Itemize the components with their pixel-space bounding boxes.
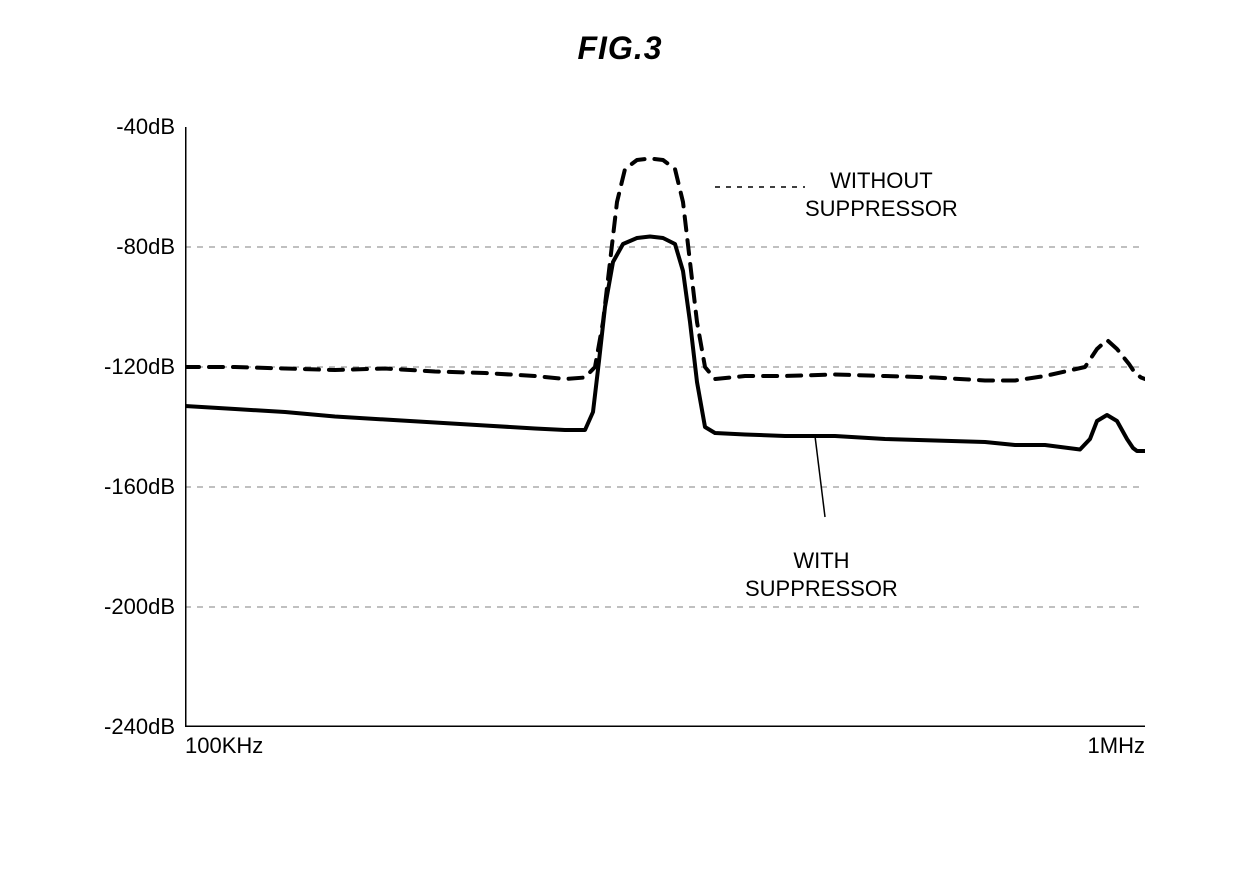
y-tick-label: -160dB xyxy=(95,474,175,500)
chart-svg xyxy=(185,127,1145,727)
x-label-min: 100KHz xyxy=(185,733,263,759)
figure-title: FIG.3 xyxy=(577,30,662,67)
y-tick-label: -120dB xyxy=(95,354,175,380)
leader-line-1 xyxy=(815,436,825,517)
annotation-line1: WITH xyxy=(793,548,849,573)
series-without_suppressor xyxy=(185,159,1145,381)
y-tick-label: -40dB xyxy=(95,114,175,140)
chart-area: WITHOUT SUPPRESSOR WITH SUPPRESSOR xyxy=(185,127,1145,727)
y-tick-label: -200dB xyxy=(95,594,175,620)
series-with_suppressor xyxy=(185,237,1145,452)
annotation-line2: SUPPRESSOR xyxy=(745,576,898,601)
x-axis-labels: 100KHz 1MHz xyxy=(185,727,1145,757)
annotation-without-suppressor: WITHOUT SUPPRESSOR xyxy=(805,167,958,222)
annotation-line2: SUPPRESSOR xyxy=(805,196,958,221)
y-tick-label: -80dB xyxy=(95,234,175,260)
chart-wrapper: -40dB-80dB-120dB-160dB-200dB-240dB WITHO… xyxy=(95,127,1145,757)
y-tick-label: -240dB xyxy=(95,714,175,740)
annotation-line1: WITHOUT xyxy=(830,168,933,193)
x-label-max: 1MHz xyxy=(1088,733,1145,759)
annotation-with-suppressor: WITH SUPPRESSOR xyxy=(745,547,898,602)
